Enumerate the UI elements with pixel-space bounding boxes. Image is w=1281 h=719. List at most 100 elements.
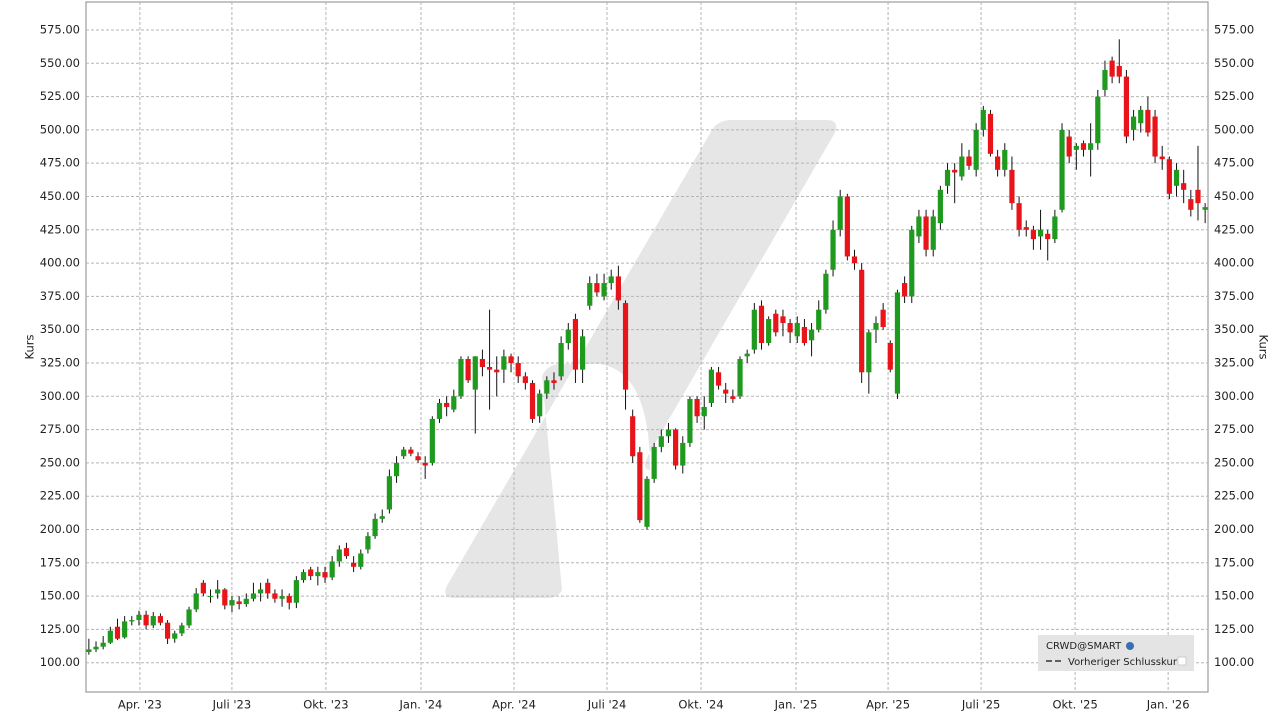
y2-axis-title: Kurs: [1257, 335, 1271, 360]
candle-body: [744, 353, 750, 357]
candle-body: [715, 372, 722, 386]
candle-body: [458, 358, 464, 397]
candle-body: [93, 646, 99, 650]
x-tick-label: Okt. '25: [1052, 698, 1097, 712]
candle-body: [479, 358, 486, 367]
candle-body: [215, 589, 221, 594]
y-tick-label: 375.00: [40, 289, 80, 303]
grid: [86, 2, 1208, 692]
watermark: [445, 120, 837, 598]
candle-body: [1102, 69, 1108, 90]
candle-body: [959, 156, 965, 177]
candle-body: [859, 269, 865, 373]
candle-body: [944, 169, 951, 186]
candle-body: [1002, 149, 1008, 170]
candle-body: [143, 614, 149, 626]
candle-body: [537, 393, 543, 417]
y2-tick-label: 525.00: [1214, 89, 1254, 103]
candle-body: [358, 553, 364, 567]
candle-body: [1009, 169, 1015, 204]
candle-body: [544, 380, 550, 394]
candle-body: [773, 313, 779, 333]
candle-body: [995, 156, 1001, 170]
candle-body: [1045, 233, 1051, 240]
y-axis-title: Kurs: [23, 335, 37, 360]
candle-body: [529, 382, 536, 419]
candle-body: [1016, 203, 1022, 230]
candle-body: [823, 273, 829, 310]
y2-tick-label: 125.00: [1214, 622, 1254, 636]
candle-body: [1066, 136, 1072, 157]
axis-labels: 100.00 100.00 125.00 125.00 150.00 150.00 175.…: [40, 22, 1255, 711]
candle-body: [329, 561, 335, 578]
candle-body: [100, 642, 106, 647]
y-tick-label: 575.00: [40, 22, 80, 36]
candle-body: [129, 620, 135, 622]
y2-tick-label: 575.00: [1214, 22, 1254, 36]
candle-body: [808, 329, 815, 341]
x-tick-label: Apr. '24: [492, 698, 536, 712]
candle-body: [1030, 229, 1037, 240]
candle-body: [1195, 189, 1201, 204]
y-tick-label: 550.00: [40, 56, 80, 70]
candle-body: [415, 456, 421, 461]
y2-tick-label: 425.00: [1214, 222, 1254, 236]
candle-body: [880, 309, 886, 328]
candle-body: [737, 358, 743, 397]
candle-body: [866, 332, 872, 373]
candle-body: [279, 596, 285, 599]
candle-body: [587, 283, 593, 306]
candle-body: [272, 593, 278, 599]
y2-tick-label: 250.00: [1214, 455, 1254, 469]
candle-body: [565, 329, 571, 344]
candle-body: [393, 462, 400, 477]
candle-body: [157, 616, 164, 623]
candle-body: [873, 323, 879, 330]
candle-body: [902, 283, 908, 297]
candle-body: [751, 309, 757, 350]
candle-body: [930, 216, 936, 250]
candle-body: [787, 323, 793, 333]
y-tick-label: 250.00: [40, 455, 80, 469]
candle-body: [894, 292, 901, 394]
candle-body: [372, 518, 378, 537]
candle-body: [1130, 116, 1137, 130]
candle-body: [1138, 109, 1144, 124]
y-tick-label: 275.00: [40, 422, 80, 436]
candle-body: [615, 276, 621, 301]
candle-body: [515, 362, 521, 377]
x-tick-label: Jan. '24: [399, 698, 443, 712]
candle-body: [1088, 143, 1094, 150]
candle-body: [651, 446, 657, 479]
candle-body: [766, 319, 772, 344]
candle-body: [665, 429, 672, 437]
legend-label: CRWD@SMART: [1046, 641, 1122, 652]
candle-body: [1202, 207, 1208, 210]
candle-body: [136, 614, 142, 621]
candle-body: [1152, 116, 1158, 157]
y-tick-label: 350.00: [40, 322, 80, 336]
candle-body: [1159, 156, 1165, 160]
x-tick-label: Okt. '23: [303, 698, 348, 712]
candle-body: [336, 549, 342, 562]
candle-body: [1173, 169, 1180, 186]
legend-box: [1038, 635, 1194, 671]
candle-body: [86, 649, 92, 653]
y-tick-label: 425.00: [40, 222, 80, 236]
candle-body: [937, 189, 943, 224]
candle-body: [644, 478, 650, 527]
candle-body: [229, 600, 235, 606]
candle-body: [172, 633, 178, 639]
candle-body: [909, 229, 915, 297]
candle-body: [164, 622, 171, 639]
candle-body: [1166, 159, 1172, 194]
candle-body: [351, 562, 357, 567]
candle-body: [293, 580, 299, 603]
candle-body: [837, 196, 843, 230]
y2-tick-label: 375.00: [1214, 289, 1254, 303]
y2-tick-label: 225.00: [1214, 489, 1254, 503]
legend-checkbox[interactable]: [1177, 656, 1187, 666]
y-tick-label: 150.00: [40, 589, 80, 603]
x-tick-label: Juli '23: [212, 698, 252, 712]
x-tick-label: Jan. '25: [774, 698, 818, 712]
